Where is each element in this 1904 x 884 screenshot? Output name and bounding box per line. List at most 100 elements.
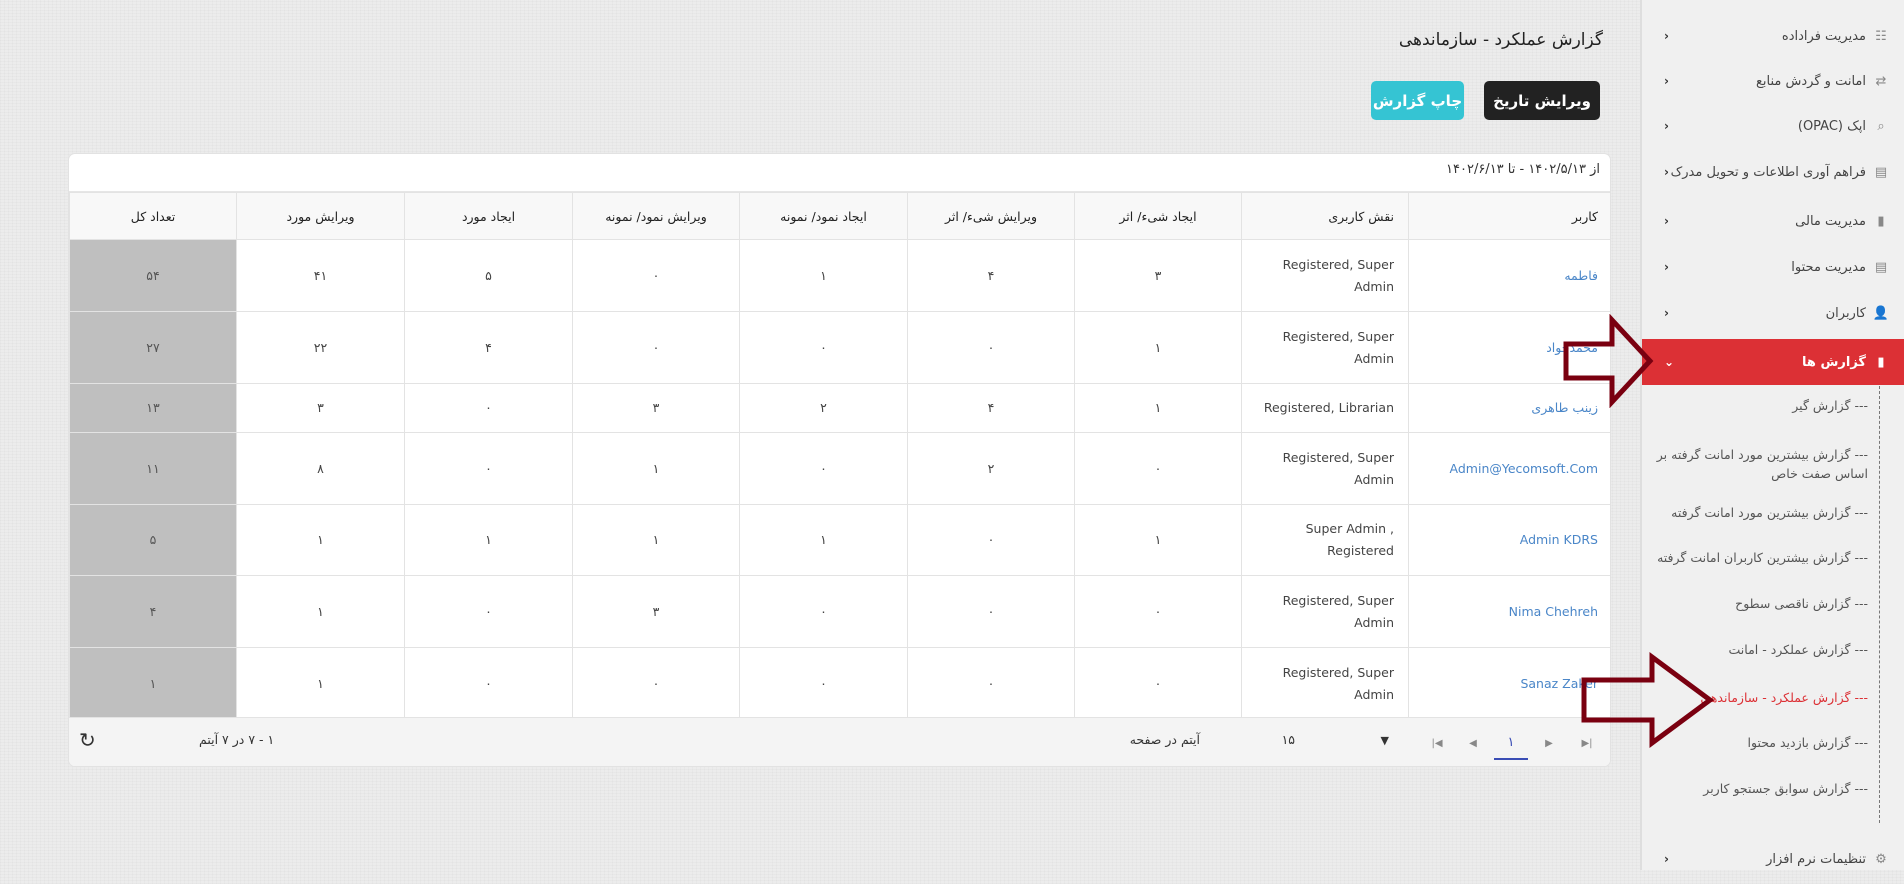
role-cell: Registered, Librarian	[1241, 383, 1409, 433]
count-cell: ۰	[404, 432, 573, 505]
user-link[interactable]: Admin@Yecomsoft.Com	[1408, 432, 1610, 505]
edit-date-button[interactable]: ویرایش تاریخ	[1484, 81, 1600, 120]
sidebar: ⚙ تنظیمات نرم افزار ‹ ☷ مدیریت فراداده ‹ ⇄ ا…	[1640, 0, 1904, 870]
count-cell: ۰	[404, 575, 573, 648]
page-size-select[interactable]: ۱۵	[1281, 732, 1295, 747]
count-cell: ۵	[404, 239, 573, 312]
count-cell: ۲	[907, 432, 1075, 505]
count-cell: ۰	[572, 647, 740, 720]
sidebar-item[interactable]: ⇄ امانت و گردش منابع ‹	[1642, 58, 1904, 104]
column-header: ایجاد نمود/ نمونه	[739, 192, 908, 240]
count-cell: ۴	[907, 383, 1075, 433]
count-cell: ۳	[1074, 239, 1242, 312]
user-icon: 👤	[1872, 305, 1890, 321]
search-icon: ⌕	[1877, 118, 1885, 134]
count-cell: ۴۱	[236, 239, 405, 312]
count-cell: ۱	[739, 504, 908, 576]
chevron-left-icon: ‹	[1664, 74, 1669, 88]
column-header: ویرایش شیء/ اثر	[907, 192, 1075, 240]
submenu-item[interactable]: --- گزارش ناقصی سطوح	[1735, 596, 1868, 611]
gear-icon: ⚙	[1875, 851, 1887, 867]
count-cell: ۰	[1074, 575, 1242, 648]
count-cell: ۱	[739, 239, 908, 312]
submenu-item[interactable]: --- گزارش سوابق جستجو کاربر	[1703, 781, 1868, 796]
sidebar-item[interactable]: ▤ فراهم آوری اطلاعات و تحویل مدرک ‹	[1642, 149, 1904, 195]
chevron-left-icon: ‹	[1664, 306, 1669, 320]
count-cell: ۱	[236, 504, 405, 576]
sidebar-item[interactable]: ⌕ اپک (OPAC) ‹	[1642, 103, 1904, 149]
column-header: ایجاد شیء/ اثر	[1074, 192, 1242, 240]
page-1-button[interactable]: ۱	[1494, 726, 1528, 760]
chevron-left-icon: ‹	[1664, 29, 1669, 43]
first-page-button[interactable]: |◀	[1431, 737, 1443, 749]
sidebar-item-label: امانت و گردش منابع	[1756, 73, 1866, 89]
refresh-icon[interactable]: ↻	[79, 728, 96, 752]
count-cell: ۲	[739, 383, 908, 433]
sidebar-item[interactable]: ▮ مدیریت مالی ‹	[1642, 198, 1904, 244]
print-report-button[interactable]: چاپ گزارش	[1371, 81, 1464, 120]
annotation-arrow-icon	[1563, 314, 1654, 408]
count-cell: ۰	[404, 383, 573, 433]
submenu-item[interactable]: --- گزارش عملکرد - سازماندهی	[1700, 690, 1868, 705]
role-cell: Registered, Super Admin	[1241, 239, 1409, 312]
table-icon: ☷	[1875, 28, 1887, 44]
user-link[interactable]: Nima Chehreh	[1408, 575, 1610, 648]
column-header: ایجاد مورد	[404, 192, 573, 240]
count-cell: ۳	[572, 383, 740, 433]
count-cell: ۸	[236, 432, 405, 505]
submenu-item[interactable]: --- گزارش عملکرد - امانت	[1728, 642, 1868, 657]
annotation-arrow-icon	[1581, 652, 1715, 748]
sidebar-item[interactable]: ▮ گزارش ها ⌄	[1642, 339, 1904, 385]
submenu-item[interactable]: --- گزارش بیشترین مورد امانت گرفته بر اس…	[1656, 447, 1868, 481]
table-row: فاطمه Registered, Super Admin ۳ ۴ ۱ ۰ ۵ ۴۱ ۵۴	[69, 239, 1610, 312]
user-link[interactable]: Sanaz Zaker	[1408, 647, 1610, 720]
table-row: Admin KDRS Super Admin , Registered ۱ ۰ ۱ ۱ ۱ ۱…	[69, 504, 1610, 576]
count-cell: ۱	[1074, 504, 1242, 576]
count-cell: ۰	[739, 311, 908, 384]
user-link[interactable]: محمدجواد	[1408, 311, 1610, 384]
sidebar-item[interactable]: ☷ مدیریت فراداده ‹	[1642, 13, 1904, 59]
submenu-item[interactable]: --- گزارش گیر	[1792, 398, 1868, 413]
total-cell: ۱۳	[69, 383, 237, 433]
swap-icon: ⇄	[1875, 73, 1887, 89]
role-cell: Registered, Super Admin	[1241, 647, 1409, 720]
sidebar-item-label: مدیریت محتوا	[1791, 259, 1866, 275]
page-title: گزارش عملکرد - سازماندهی	[1398, 30, 1603, 50]
submenu-item[interactable]: --- گزارش بیشترین کاربران امانت گرفته	[1657, 550, 1868, 565]
chevron-down-icon: ⌄	[1664, 355, 1675, 369]
next-page-button[interactable]: ▶	[1545, 737, 1553, 749]
pagination-bar: ▶| ▶ ۱ ◀ |◀ ▼ ۱۵ آیتم در صفحه ۱ - ۷ در ۷…	[69, 717, 1610, 766]
sidebar-item-label: فراهم آوری اطلاعات و تحویل مدرک	[1670, 164, 1866, 180]
column-header: نقش کاربری	[1241, 192, 1409, 240]
report-card: از ۱۴۰۲/۵/۱۳ - تا ۱۴۰۲/۶/۱۳ کاربر نقش کار…	[68, 153, 1611, 767]
table-row: زینب طاهری Registered, Librarian ۱ ۴ ۲ ۳ ۰ ۳ ۱۳	[69, 383, 1610, 433]
sidebar-item[interactable]: ▤ مدیریت محتوا ‹	[1642, 244, 1904, 290]
bar-chart-icon: ▮	[1877, 354, 1885, 370]
count-cell: ۱	[572, 504, 740, 576]
document-icon: ▤	[1874, 259, 1888, 275]
sidebar-item-label: مدیریت فراداده	[1781, 28, 1866, 44]
column-header: کاربر	[1408, 192, 1610, 240]
sidebar-item-settings[interactable]: ⚙ تنظیمات نرم افزار ‹	[1642, 836, 1904, 882]
prev-page-button[interactable]: ◀	[1469, 737, 1477, 749]
count-cell: ۲۲	[236, 311, 405, 384]
count-cell: ۰	[739, 575, 908, 648]
chevron-left-icon: ‹	[1664, 119, 1669, 133]
bar-chart-icon: ▮	[1877, 213, 1885, 229]
role-cell: Super Admin , Registered	[1241, 504, 1409, 576]
user-link[interactable]: فاطمه	[1408, 239, 1610, 312]
user-link[interactable]: زینب طاهری	[1408, 383, 1610, 433]
count-cell: ۱	[572, 432, 740, 505]
report-table: کاربر نقش کاربری ایجاد شیء/ اثر ویرایش شیء/…	[69, 192, 1610, 720]
count-cell: ۰	[907, 575, 1075, 648]
user-link[interactable]: Admin KDRS	[1408, 504, 1610, 576]
submenu-item[interactable]: --- گزارش بیشترین مورد امانت گرفته	[1671, 505, 1868, 520]
last-page-button[interactable]: ▶|	[1581, 737, 1593, 749]
sidebar-item-label: مدیریت مالی	[1795, 213, 1866, 229]
sidebar-item[interactable]: 👤 کاربران ‹	[1642, 290, 1904, 336]
page-size-dropdown-icon[interactable]: ▼	[1380, 734, 1389, 747]
submenu-item[interactable]: --- گزارش بازدید محتوا	[1747, 735, 1868, 750]
count-cell: ۳	[572, 575, 740, 648]
date-range: از ۱۴۰۲/۵/۱۳ - تا ۱۴۰۲/۶/۱۳	[69, 154, 1610, 192]
table-row: Admin@Yecomsoft.Com Registered, Super Adm…	[69, 432, 1610, 505]
